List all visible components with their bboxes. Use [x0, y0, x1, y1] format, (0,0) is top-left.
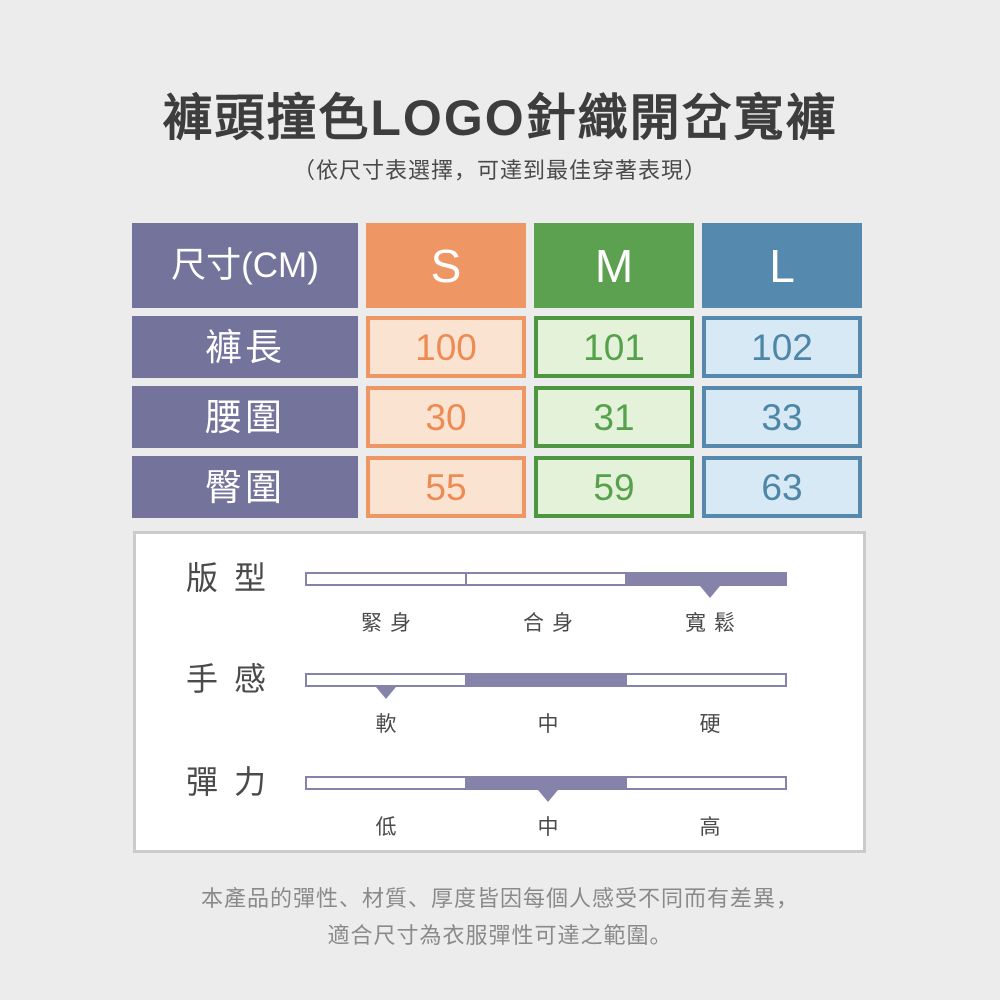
- column-header-l: L: [702, 223, 862, 308]
- table-cell: 31: [534, 386, 694, 448]
- slider-label: 彈力: [186, 764, 283, 800]
- slider-segment: [305, 572, 467, 586]
- slider-scale: 緊身 合身 寬鬆: [305, 611, 791, 636]
- row-header-waist: 腰圍: [132, 386, 358, 448]
- footer-line-1: 本產品的彈性、材質、厚度皆因每個人感受不同而有差異，: [200, 886, 799, 911]
- size-table: 尺寸(CM) S M L 褲長 100 101 102 腰圍 30 31 33 …: [132, 223, 862, 518]
- slider-elasticity: 彈力 低 中 高: [136, 763, 863, 853]
- page-subtitle: （依尺寸表選擇，可達到最佳穿著表現）: [292, 158, 707, 183]
- down-arrow-marker-icon: [376, 687, 396, 699]
- slider-scale: 軟 中 硬: [305, 712, 791, 737]
- table-cell: 55: [366, 456, 526, 518]
- slider-bar: [305, 572, 791, 598]
- scale-label: 軟: [375, 713, 405, 736]
- column-header-s: S: [366, 223, 526, 308]
- scale-label: 中: [537, 713, 567, 736]
- row-header-pant-length: 褲長: [132, 316, 358, 378]
- table-cell: 100: [366, 316, 526, 378]
- slider-label: 版型: [186, 560, 283, 596]
- slider-bar: [305, 776, 791, 802]
- page-title: 褲頭撞色LOGO針織開岔寬褲: [162, 90, 838, 146]
- down-arrow-marker-icon: [700, 586, 720, 598]
- slider-segment: [625, 776, 787, 790]
- down-arrow-marker-icon: [538, 790, 558, 802]
- slider-segment: [305, 673, 467, 687]
- slider-segment: [465, 572, 627, 586]
- table-cell: 102: [702, 316, 862, 378]
- table-cell: 33: [702, 386, 862, 448]
- slider-scale: 低 中 高: [305, 815, 791, 840]
- scale-label: 合身: [523, 612, 581, 635]
- scale-label: 緊身: [361, 612, 419, 635]
- slider-segment: [625, 572, 787, 586]
- row-header-hip: 臀圍: [132, 456, 358, 518]
- slider-bar: [305, 673, 791, 699]
- table-cell: 101: [534, 316, 694, 378]
- slider-segment: [625, 673, 787, 687]
- footer-line-2: 適合尺寸為衣服彈性可達之範圍。: [327, 923, 673, 948]
- slider-segment: [465, 776, 627, 790]
- table-corner-header: 尺寸(CM): [132, 223, 358, 308]
- slider-label: 手感: [186, 661, 283, 697]
- fit-attributes-panel: 版型 緊身 合身 寬鬆 手感 軟 中 硬 彈力: [133, 531, 866, 853]
- slider-fit-type: 版型 緊身 合身 寬鬆: [136, 559, 863, 649]
- slider-segment: [305, 776, 467, 790]
- scale-label: 高: [699, 816, 729, 839]
- table-cell: 63: [702, 456, 862, 518]
- scale-label: 中: [537, 816, 567, 839]
- footer-note: 本產品的彈性、材質、厚度皆因每個人感受不同而有差異， 適合尺寸為衣服彈性可達之範…: [0, 880, 1000, 954]
- column-header-m: M: [534, 223, 694, 308]
- table-cell: 59: [534, 456, 694, 518]
- scale-label: 寬鬆: [685, 612, 743, 635]
- slider-hand-feel: 手感 軟 中 硬: [136, 660, 863, 750]
- slider-segment: [465, 673, 627, 687]
- table-cell: 30: [366, 386, 526, 448]
- scale-label: 低: [375, 816, 405, 839]
- scale-label: 硬: [699, 713, 729, 736]
